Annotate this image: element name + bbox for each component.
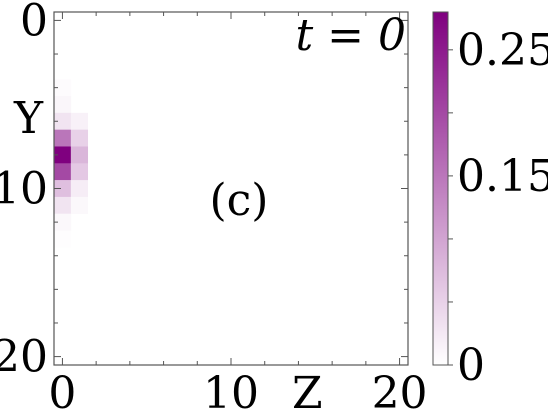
heatmap-cell: [54, 79, 72, 97]
heatmap-cell: [70, 196, 89, 215]
heatmap-cell: [54, 129, 72, 147]
x-axis-label: Z: [292, 368, 323, 417]
heatmap-cell: [70, 129, 89, 147]
time-annotation: t = 0: [295, 10, 406, 61]
colorbar: [433, 12, 448, 365]
heatmap-cell: [70, 146, 89, 164]
colorbar-frame: [432, 11, 449, 366]
colorbar-tick-label: 0: [457, 340, 485, 391]
heatmap-cell: [54, 230, 72, 248]
colorbar-tick-label: 0.15: [457, 151, 548, 202]
x-tick-label: 20: [372, 368, 428, 417]
colorbar-tick-label: 0.25: [457, 25, 548, 76]
heatmap-cell: [54, 196, 72, 215]
heatmap-cell: [54, 163, 72, 181]
x-tick-label: 10: [203, 368, 259, 417]
heatmap-cell: [54, 112, 72, 130]
x-tick-label: 0: [48, 368, 76, 417]
y-axis-label: Y: [13, 93, 44, 144]
heatmap-cell: [70, 163, 89, 181]
panel-label: (c): [210, 175, 269, 226]
heatmap-cells: [54, 79, 89, 248]
heatmap-cell: [54, 146, 72, 164]
heatmap-cell: [54, 96, 72, 114]
heatmap-cell: [54, 180, 72, 198]
axis-ticks: [54, 12, 408, 365]
y-tick-label: 10: [0, 164, 48, 215]
y-tick-label: 20: [0, 332, 48, 383]
heatmap-cell: [70, 180, 89, 198]
y-tick-label: 0: [20, 0, 48, 46]
colorbar-ticks: 0 0.15 0.25: [448, 25, 548, 391]
heatmap-cell: [70, 112, 89, 130]
heatmap-cell: [54, 213, 72, 231]
